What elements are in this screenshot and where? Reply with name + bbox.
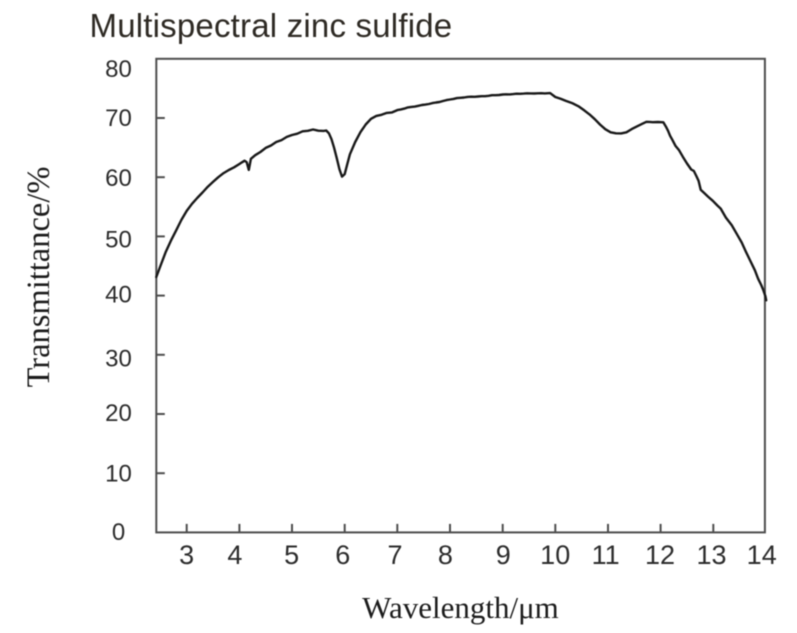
svg-text:9: 9	[496, 540, 511, 570]
svg-text:11: 11	[592, 540, 620, 570]
svg-text:50: 50	[105, 226, 132, 253]
svg-text:6: 6	[335, 540, 350, 570]
svg-text:Transmittance/%: Transmittance/%	[21, 167, 57, 388]
svg-text:13: 13	[696, 540, 726, 570]
svg-text:60: 60	[105, 165, 132, 192]
svg-text:30: 30	[105, 346, 132, 373]
svg-text:40: 40	[105, 282, 132, 309]
svg-text:80: 80	[105, 56, 132, 83]
svg-text:14: 14	[747, 540, 777, 570]
svg-text:Wavelength/μm: Wavelength/μm	[362, 590, 559, 625]
svg-text:7: 7	[387, 540, 402, 570]
svg-text:5: 5	[284, 540, 299, 570]
svg-text:20: 20	[105, 400, 132, 427]
svg-text:12: 12	[645, 540, 675, 570]
svg-text:70: 70	[105, 105, 132, 132]
svg-text:10: 10	[540, 540, 570, 570]
svg-text:3: 3	[179, 540, 194, 570]
svg-text:8: 8	[438, 540, 453, 570]
svg-text:4: 4	[227, 540, 242, 570]
svg-text:0: 0	[112, 519, 125, 546]
svg-text:Multispectral zinc sulfide: Multispectral zinc sulfide	[90, 7, 453, 44]
svg-text:10: 10	[105, 460, 132, 487]
